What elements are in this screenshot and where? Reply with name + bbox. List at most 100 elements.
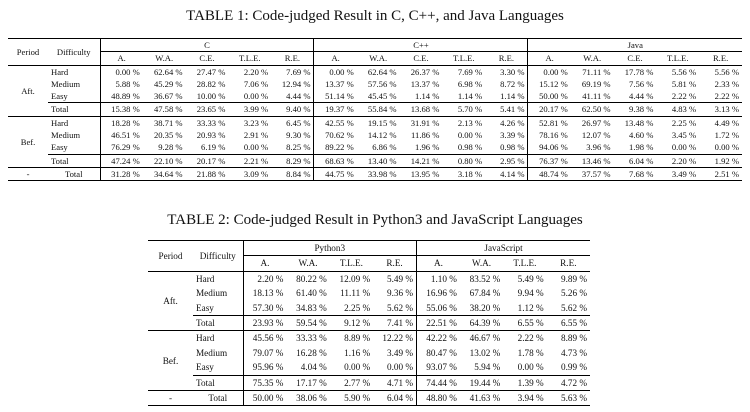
table-row: Bef. Hard 18.28 % 38.71 % 33.33 % 3.23 % 6.45 … — [8, 115, 743, 168]
difficulty-cell: Easy — [48, 90, 101, 103]
value-cell: 71.11 % — [582, 66, 611, 77]
value-cell: 12.22 % — [373, 330, 417, 346]
value-cell: 80.47 % — [416, 345, 460, 361]
value-cell: 2.20 % — [257, 273, 284, 284]
table-body: Aft. Hard 0.00 % 62.64 % 27.47 % 2.20 % 7.69 %… — [8, 65, 743, 181]
difficulty-cell: Total — [48, 102, 101, 117]
value-cell: 0.00 % — [344, 362, 371, 373]
value-cell: 13.48 % — [613, 115, 657, 130]
value-cell: 27.47 % — [196, 66, 226, 77]
value-cell: 5.26 % — [561, 288, 588, 299]
difficulty-cell: Easy — [193, 360, 244, 376]
column-header: A. — [416, 255, 460, 272]
period-cell: Bef. — [8, 115, 48, 168]
value-cell: 3.39 % — [500, 130, 525, 141]
header-row: A. W.A. T.L.E. R.E. A. W.A. T.L.E. R.E. — [148, 255, 591, 272]
value-cell: 12.07 % — [581, 130, 611, 141]
table-row: - Total 50.00 % 38.06 % 5.90 % 6.04 % 48.80 % 4… — [148, 390, 591, 406]
value-cell: 47.58 % — [142, 102, 186, 117]
value-cell: 79.07 % — [252, 347, 284, 358]
value-cell: 2.22 % — [714, 91, 740, 102]
value-cell: 4.04 % — [300, 362, 327, 373]
column-header: A. — [313, 51, 357, 66]
value-cell: 5.81 % — [671, 78, 697, 89]
value-cell: 2.77 % — [329, 374, 374, 391]
value-cell: 4.49 % — [699, 115, 743, 130]
value-cell: 5.70 % — [442, 102, 486, 117]
difficulty-cell: Total — [48, 166, 101, 181]
value-cell: 64.39 % — [459, 315, 504, 331]
header-row: Period Difficulty Python3 JavaScript — [148, 240, 591, 272]
value-cell: 6.45 % — [271, 115, 314, 130]
value-cell: 36.67 % — [153, 91, 183, 102]
value-cell: 4.60 % — [629, 130, 654, 141]
value-cell: 14.21 % — [399, 153, 443, 168]
column-header: W.A. — [356, 51, 400, 66]
value-cell: 67.84 % — [469, 288, 501, 299]
value-cell: 5.90 % — [329, 390, 374, 406]
value-cell: 55.06 % — [416, 300, 460, 316]
column-header: W.A. — [459, 255, 504, 272]
column-header: R.E. — [271, 51, 314, 66]
value-cell: 4.14 % — [485, 166, 528, 181]
table-row: Total 47.24 % 22.10 % 20.17 % 2.21 % 8.29 % 68… — [8, 153, 743, 168]
value-cell: 0.80 % — [442, 153, 486, 168]
value-cell: 22.51 % — [416, 315, 460, 331]
value-cell: 0.00 % — [714, 142, 740, 153]
value-cell: 13.37 % — [410, 78, 440, 89]
column-header: R.E. — [373, 255, 417, 272]
value-cell: 62.50 % — [570, 102, 614, 117]
value-cell: 18.28 % — [100, 115, 143, 130]
value-cell: 94.06 % — [527, 141, 571, 155]
period-cell: Aft. — [163, 295, 178, 306]
group-header: C — [100, 38, 314, 53]
value-cell: 3.23 % — [228, 115, 272, 130]
value-cell: 16.96 % — [416, 286, 460, 301]
header-cell: Period — [148, 240, 193, 272]
table-body: Aft. Hard 2.20 % 80.22 % 12.09 % 5.49 % 1.10 %… — [148, 271, 591, 406]
value-cell: 8.89 % — [546, 330, 591, 346]
table-row: Medium 5.88 % 45.29 % 28.82 % 7.06 % 12.94 % 1… — [8, 77, 742, 91]
value-cell: 8.89 % — [329, 330, 374, 346]
value-cell: 0.00 % — [457, 130, 483, 141]
value-cell: 41.63 % — [459, 390, 504, 406]
value-cell: 5.88 % — [115, 78, 140, 89]
value-cell: 0.00 % — [115, 66, 140, 77]
value-cell: 12.09 % — [339, 273, 371, 284]
value-cell: 3.18 % — [442, 166, 486, 181]
value-cell: 6.86 % — [372, 142, 397, 153]
value-cell: 2.22 % — [671, 91, 697, 102]
value-cell: 7.41 % — [373, 315, 417, 331]
value-cell: 95.96 % — [252, 362, 284, 373]
value-cell: 2.13 % — [442, 115, 486, 130]
value-cell: 28.82 % — [196, 78, 226, 89]
value-cell: 61.40 % — [296, 288, 327, 299]
value-cell: 5.56 % — [671, 66, 697, 77]
table-row: Aft. Hard 2.20 % 80.22 % 12.09 % 5.49 % 1.10 %… — [148, 271, 590, 306]
column-header: W.A. — [286, 255, 330, 272]
value-cell: 1.14 % — [500, 91, 525, 102]
value-cell: 62.64 % — [153, 66, 183, 77]
value-cell: 2.22 % — [503, 330, 547, 346]
difficulty-cell: Easy — [48, 141, 101, 155]
value-cell: 13.40 % — [356, 153, 400, 168]
value-cell: 48.89 % — [111, 91, 140, 102]
value-cell: 10.00 % — [196, 91, 226, 102]
value-cell: 48.74 % — [527, 166, 571, 181]
value-cell: 78.16 % — [527, 129, 571, 142]
value-cell: 70.62 % — [313, 129, 357, 142]
value-cell: 17.17 % — [286, 374, 330, 391]
value-cell: 80.22 % — [296, 273, 327, 284]
table-row: Medium 46.51 % 20.35 % 20.93 % 2.91 % 9.30 % 7… — [8, 129, 742, 142]
table: Period Difficulty Python3 JavaScript A. W.A. T… — [148, 240, 591, 407]
column-header: T.L.E. — [228, 51, 272, 66]
value-cell: 2.91 % — [243, 130, 269, 141]
value-cell: 89.22 % — [313, 141, 357, 155]
value-cell: 3.94 % — [503, 390, 547, 406]
header-row: A. W.A. C.E. T.L.E. R.E. A. W.A. C.E. T.L.E. R.E.… — [8, 51, 743, 66]
value-cell: 3.49 % — [386, 347, 414, 358]
value-cell: 69.19 % — [581, 78, 611, 89]
value-cell: 6.55 % — [546, 315, 591, 331]
value-cell: 38.06 % — [286, 390, 330, 406]
value-cell: 45.56 % — [243, 330, 287, 346]
